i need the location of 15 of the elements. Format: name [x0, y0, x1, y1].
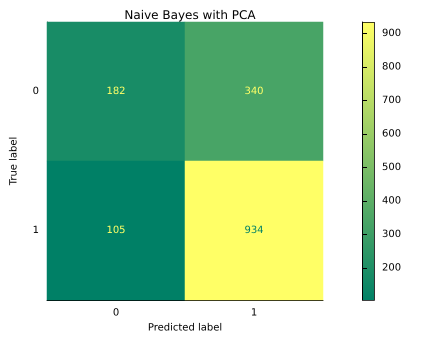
y-axis-title: True label — [8, 136, 20, 186]
data-label: 934 — [244, 225, 264, 236]
data-label: 182 — [106, 86, 126, 97]
x-axis-title: Predicted label — [148, 322, 222, 334]
color-bar-label: 400 — [382, 196, 402, 207]
color-bar-label: 500 — [382, 162, 402, 174]
chart-title: Naive Bayes with PCA — [124, 8, 256, 22]
color-bar-label: 300 — [382, 229, 402, 240]
color-bar-label: 600 — [382, 128, 402, 140]
color-bar-label: 700 — [382, 94, 402, 106]
data-label: 105 — [106, 225, 126, 236]
color-bar-label: 900 — [382, 28, 402, 39]
color-bar-label: 800 — [382, 61, 402, 72]
color-bar-label: 200 — [382, 262, 402, 274]
data-label: 340 — [244, 86, 264, 97]
